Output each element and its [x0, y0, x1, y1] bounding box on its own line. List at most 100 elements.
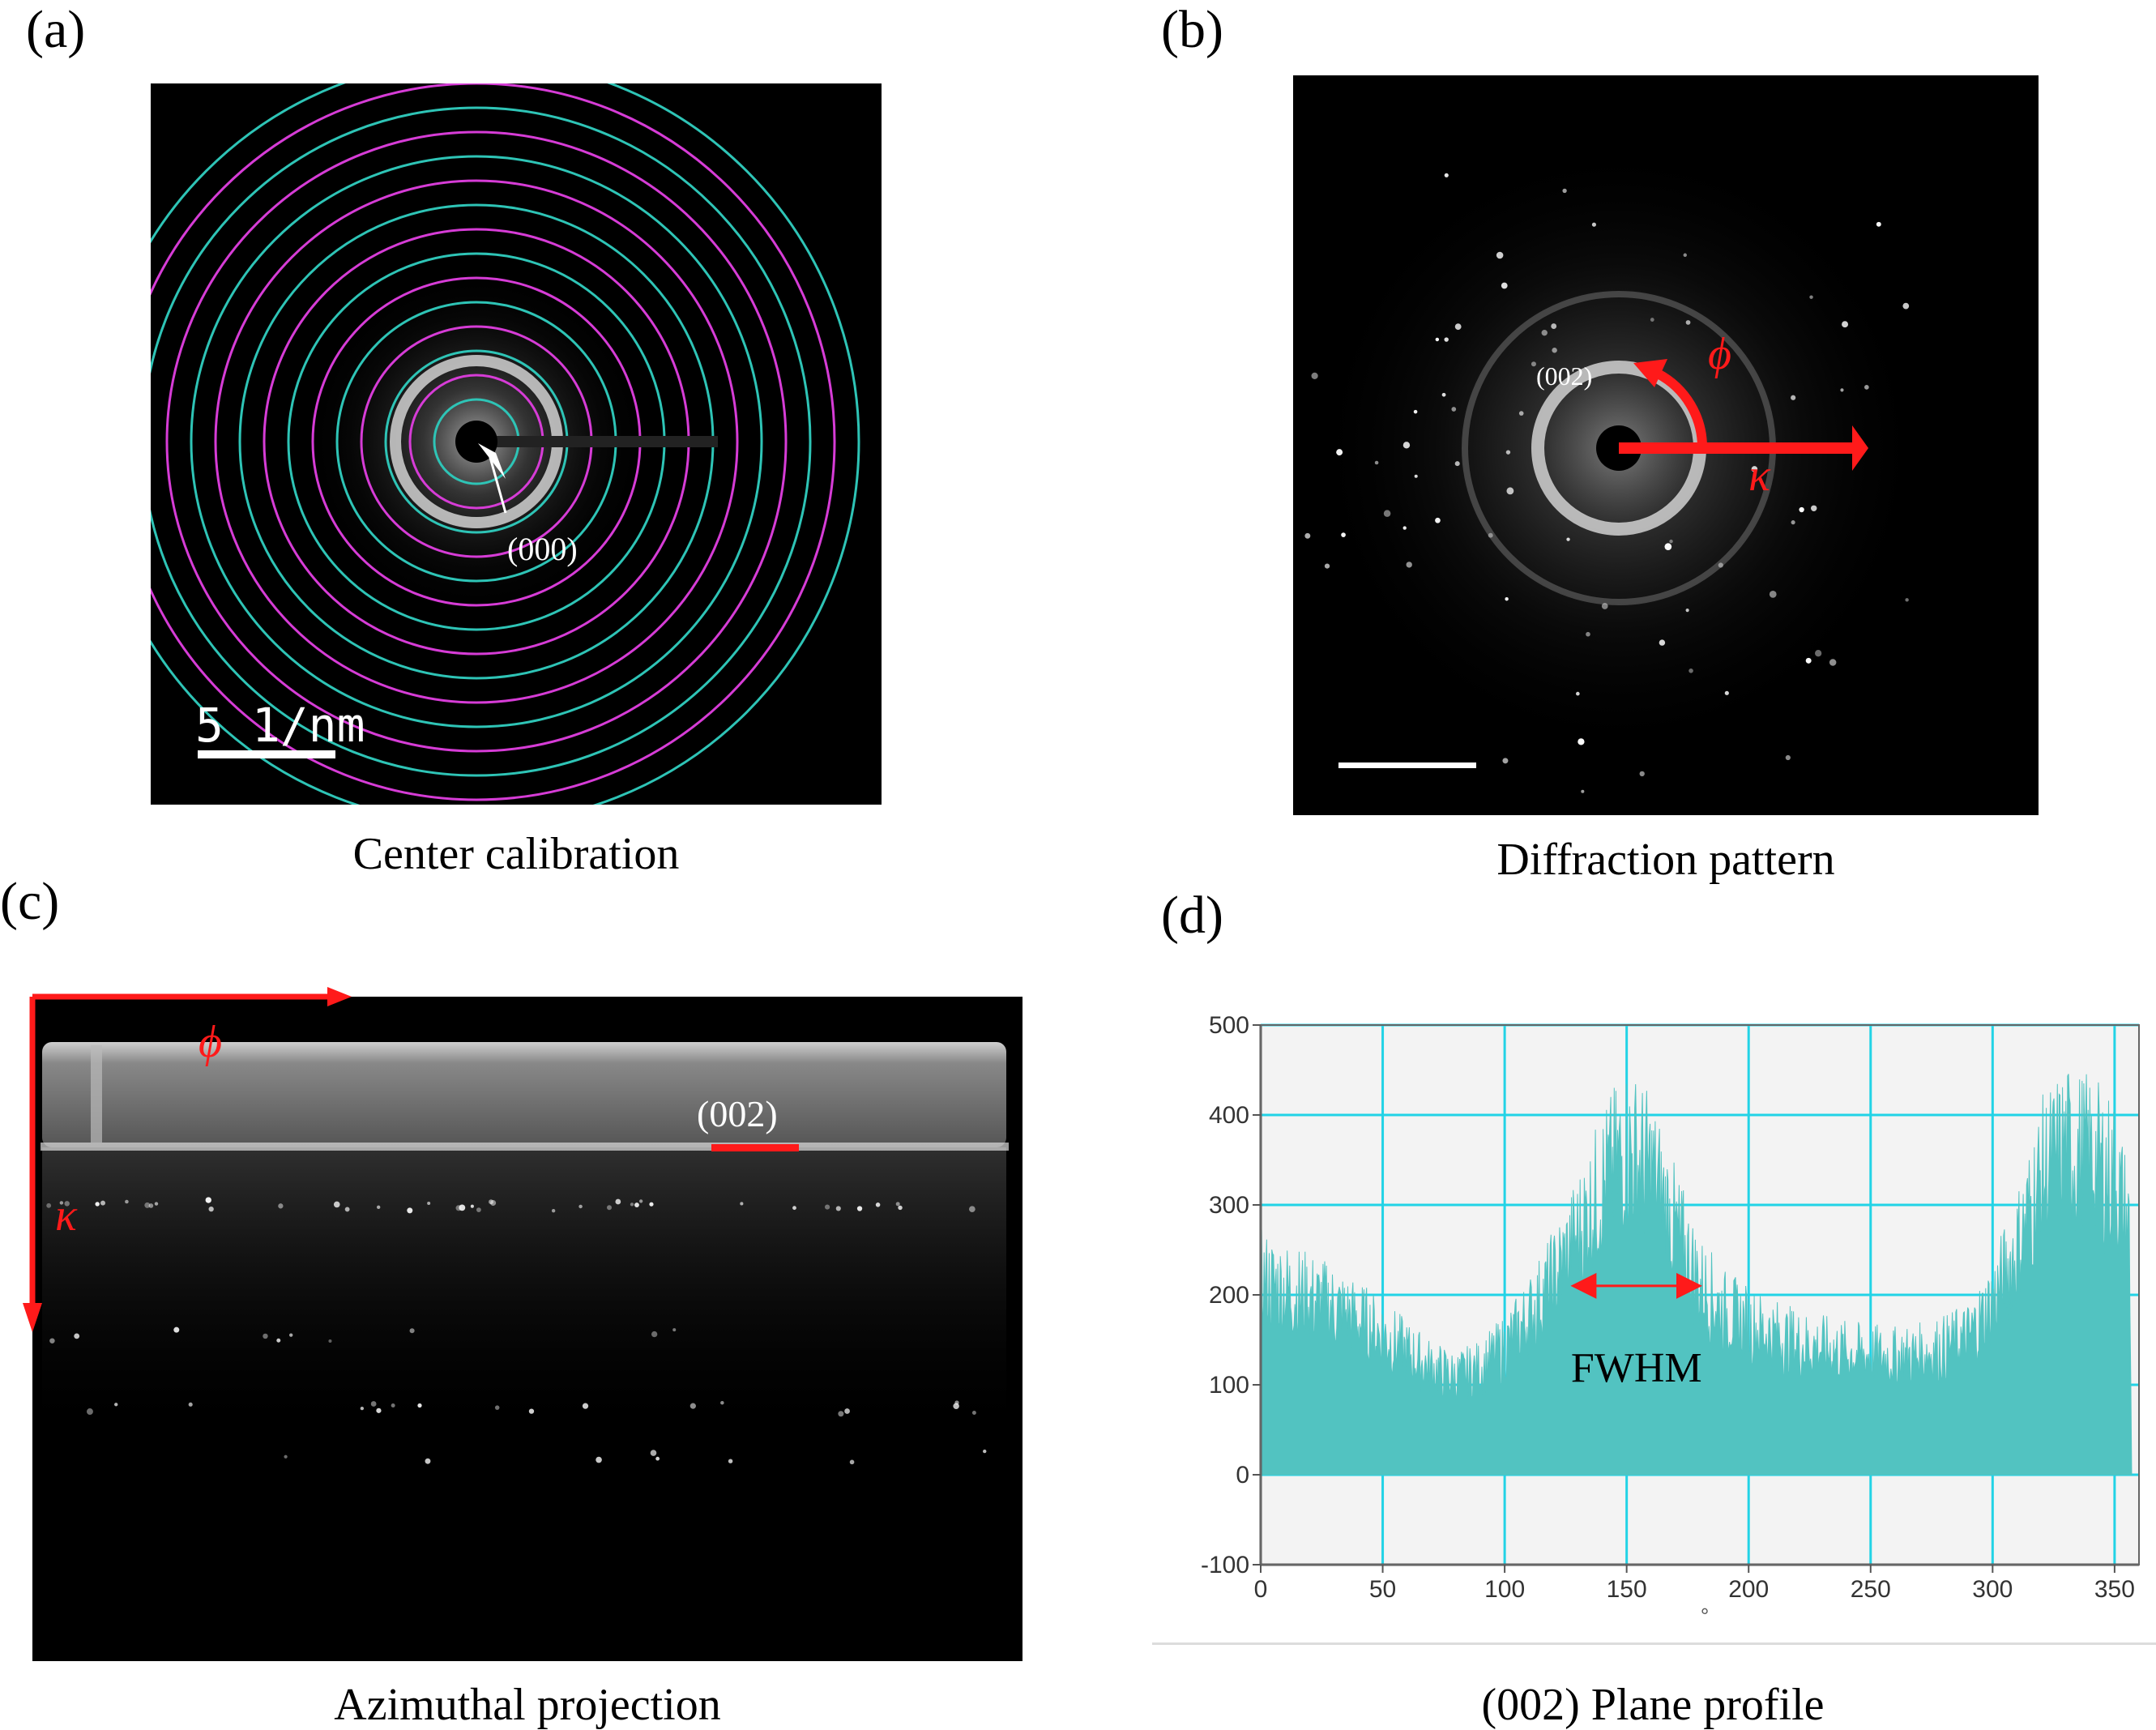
projection-spot	[672, 1328, 677, 1332]
diffraction-spot	[1586, 631, 1590, 637]
diffraction-spot	[1639, 771, 1645, 777]
diffraction-spot	[1551, 323, 1557, 329]
diffraction-spot	[1501, 282, 1508, 289]
bright-band	[42, 1042, 1006, 1147]
profile-area	[1260, 1074, 2133, 1476]
projection-spot	[154, 1202, 159, 1206]
center-label: (000)	[507, 531, 578, 567]
diffraction-spot	[1902, 302, 1910, 310]
projection-spot	[46, 1202, 52, 1208]
calibration-ring	[190, 155, 763, 728]
ring-002-line	[41, 1143, 1009, 1151]
projection-spot	[328, 1339, 332, 1343]
calibration-ring	[165, 130, 788, 753]
projection-spot	[983, 1449, 987, 1454]
diffraction-spot	[1531, 361, 1536, 367]
diffraction-spot	[1581, 789, 1585, 793]
diffraction-spot	[1374, 460, 1379, 465]
projection-spot	[720, 1400, 724, 1405]
projection-spot	[895, 1202, 900, 1207]
projection-spot	[689, 1403, 696, 1409]
projection-spot	[459, 1204, 466, 1211]
projection-spot	[476, 1207, 481, 1212]
x-unit-label: °	[1701, 1604, 1709, 1628]
diffraction-spot	[1864, 385, 1869, 390]
panel-c-image	[32, 997, 1022, 1661]
projection-spot	[344, 1207, 350, 1212]
diffraction-spot	[1769, 590, 1777, 598]
projection-spot	[370, 1401, 377, 1407]
x-tick-label: 200	[1728, 1576, 1769, 1603]
vertical-streak	[91, 1045, 102, 1143]
center-arrow-line	[488, 454, 507, 514]
diffraction-spot	[1435, 337, 1440, 342]
projection-spot	[74, 1333, 80, 1339]
projection-spot	[844, 1408, 850, 1414]
phi-arc	[1655, 369, 1708, 449]
projection-spot	[607, 1205, 612, 1211]
diffraction-spot	[1324, 563, 1330, 569]
diffraction-spot	[1311, 372, 1318, 379]
projection-spot	[100, 1200, 105, 1206]
projection-spot	[407, 1207, 413, 1214]
diffraction-spot	[1876, 221, 1881, 227]
diffraction-spot	[1518, 411, 1524, 416]
panel-a-image: (000) 5 1/nm	[151, 83, 882, 805]
projection-spot	[125, 1199, 129, 1204]
diffraction-spot	[1444, 173, 1449, 177]
projection-spot	[824, 1204, 830, 1210]
calibration-ring	[151, 106, 812, 777]
diffraction-spot	[1383, 510, 1391, 517]
calibration-ring	[151, 83, 860, 805]
diffraction-spot	[1435, 517, 1441, 523]
diffraction-spot	[1799, 506, 1804, 513]
diffraction-spot	[1506, 487, 1514, 495]
diffraction-spot	[1791, 520, 1795, 525]
panel-c-label: (c)	[0, 872, 60, 931]
diffraction-spot	[1413, 409, 1418, 414]
diffraction-spots	[1304, 173, 1910, 793]
fwhm-arrow-left	[1570, 1272, 1597, 1299]
diffraction-spot	[1659, 639, 1666, 646]
phi-axis-arrow-head	[327, 987, 352, 1006]
diffraction-spot	[1341, 532, 1346, 537]
projection-spot	[875, 1202, 881, 1207]
projection-spot	[173, 1326, 180, 1333]
diffraction-spot	[1842, 321, 1849, 328]
scale-bar	[1338, 762, 1476, 768]
projection-spot	[630, 1202, 634, 1207]
diffraction-spot	[1441, 392, 1446, 397]
panel-c-svg	[41, 1042, 1009, 1465]
kappa-symbol: κ	[1748, 451, 1771, 501]
x-tick-label: 0	[1254, 1576, 1268, 1603]
projection-spot	[148, 1203, 154, 1208]
projection-spot	[655, 1456, 660, 1461]
diffraction-spot	[1444, 337, 1449, 342]
diffraction-spot	[1815, 650, 1822, 657]
projection-spot	[792, 1206, 796, 1211]
diffraction-spot	[1454, 461, 1460, 467]
diffraction-spot	[1591, 222, 1596, 227]
projection-spot	[615, 1198, 621, 1205]
panel-c-caption: Azimuthal projection	[334, 1680, 721, 1730]
projection-spot	[114, 1403, 118, 1407]
projection-spot	[376, 1205, 381, 1210]
projection-spot	[578, 1204, 583, 1209]
projection-spot	[86, 1408, 93, 1416]
projection-spot	[856, 1206, 863, 1211]
projection-spot	[289, 1333, 293, 1337]
panel-a-svg: (000) 5 1/nm	[151, 83, 860, 805]
phi-arrow-head	[1633, 359, 1667, 387]
diffraction-spot	[1505, 597, 1509, 601]
diffraction-spot	[1576, 691, 1580, 696]
projection-spot	[954, 1400, 959, 1405]
projection-spot	[596, 1456, 602, 1463]
band-marker	[711, 1144, 799, 1151]
phi-symbol: ϕ	[1708, 329, 1731, 379]
diffraction-spot	[1502, 758, 1509, 764]
tick-labels: 0 50 100 150 200 250 300 350-100010020030040050…	[1201, 1012, 2135, 1603]
diffraction-spot	[1402, 526, 1407, 530]
panel-d-caption: (002) Plane profile	[1481, 1680, 1825, 1730]
projection-spot	[95, 1202, 100, 1207]
projection-spot	[278, 1203, 284, 1209]
